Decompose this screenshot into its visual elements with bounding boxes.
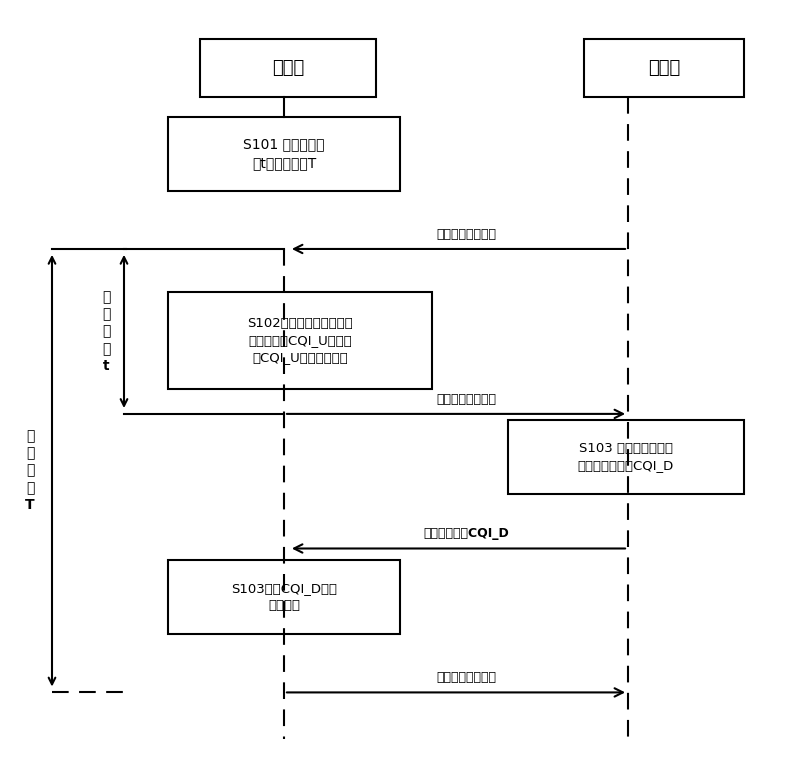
Bar [168,292,432,389]
Text: S103根捬CQI_D调整
发送策略: S103根捬CQI_D调整 发送策略 [231,582,337,612]
Text: S103 测量获取下行信
道信号质量指示CQI_D: S103 测量获取下行信 道信号质量指示CQI_D [578,442,674,472]
Bar [584,39,744,97]
Text: 发送端: 发送端 [272,59,304,77]
Text: 上行信道反馈CQI_D: 上行信道反馈CQI_D [423,527,509,541]
Text: 下行信道数据发送: 下行信道数据发送 [436,671,496,685]
Text: 上行信道数据发送: 上行信道数据发送 [436,228,496,241]
Text: S102测量获取上行信道信
号质量指示CQI_U，并根
捬CQI_U调整发送策略: S102测量获取上行信道信 号质量指示CQI_U，并根 捬CQI_U调整发送策略 [247,317,353,364]
Bar [200,39,376,97]
Text: 第
二
周
期
T: 第 二 周 期 T [25,429,35,512]
Text: 接收端: 接收端 [648,59,680,77]
Text: 下行信道数据发送: 下行信道数据发送 [436,393,496,406]
Text: S101 设置第一周
期t及第二周期T: S101 设置第一周 期t及第二周期T [243,138,325,170]
Text: 第
一
周
期
t: 第 一 周 期 t [102,290,110,373]
Bar [168,560,400,634]
Bar [168,117,400,191]
Bar [508,420,744,494]
